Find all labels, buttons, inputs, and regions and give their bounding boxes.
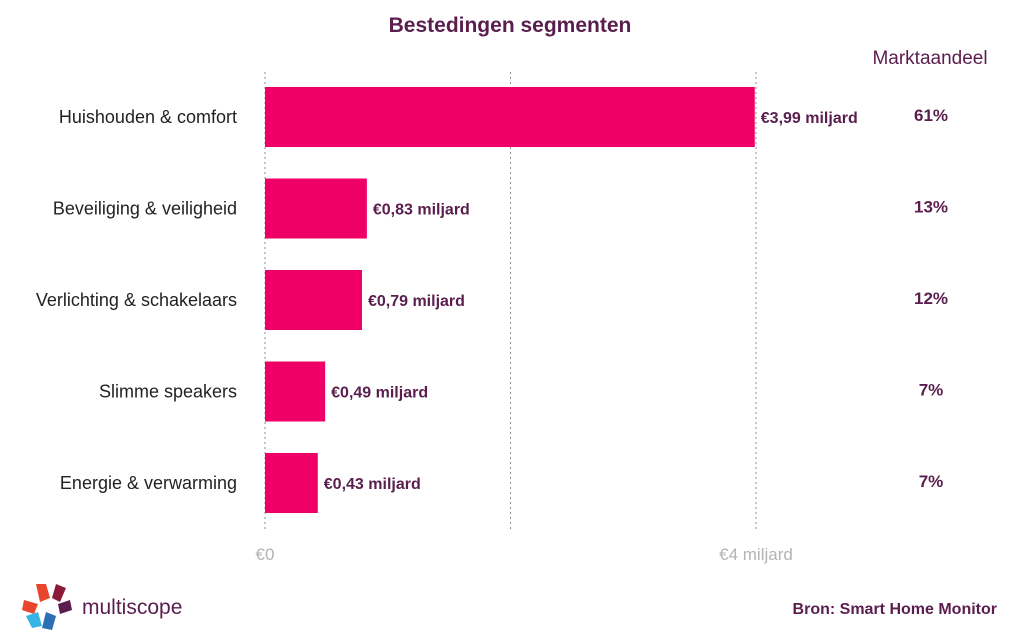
market-share-value: 7% — [919, 381, 944, 400]
labels: €0 €4 miljard Huishouden & comfort €3,99 mi… — [36, 106, 948, 564]
bar — [265, 87, 755, 147]
value-label: €0,43 miljard — [324, 476, 421, 493]
brand-name: multiscope — [82, 596, 182, 619]
x-tick-label: €4 miljard — [719, 545, 793, 564]
bar — [265, 270, 362, 330]
category-label: Energie & verwarming — [60, 473, 237, 493]
multiscope-logo-icon — [22, 584, 72, 630]
bars — [265, 87, 755, 513]
market-share-value: 13% — [914, 198, 948, 217]
value-label: €0,83 miljard — [373, 202, 470, 219]
value-label: €3,99 miljard — [761, 110, 858, 127]
bar — [265, 178, 367, 239]
bar — [265, 361, 326, 422]
market-share-value: 12% — [914, 289, 948, 308]
chart-title: Bestedingen segmenten — [389, 14, 632, 37]
value-label: €0,49 miljard — [331, 385, 428, 402]
category-label: Slimme speakers — [99, 382, 237, 402]
source-note: Bron: Smart Home Monitor — [793, 601, 997, 618]
bar — [265, 453, 318, 513]
category-label: Huishouden & comfort — [59, 107, 237, 127]
market-share-value: 7% — [919, 472, 944, 491]
market-share-header: Marktaandeel — [872, 48, 987, 69]
market-share-value: 61% — [914, 106, 948, 125]
value-label: €0,79 miljard — [368, 293, 465, 310]
x-tick-label: €0 — [256, 545, 275, 564]
category-label: Beveiliging & veiligheid — [53, 199, 237, 219]
category-label: Verlichting & schakelaars — [36, 290, 237, 310]
